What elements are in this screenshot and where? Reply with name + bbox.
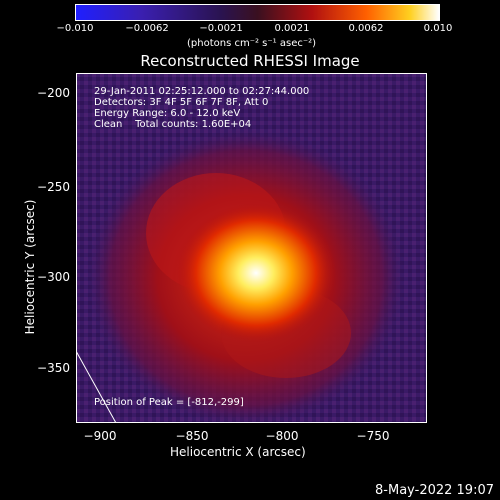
- info-detectors: Detectors: 3F 4F 5F 6F 7F 8F, Att 0: [94, 97, 269, 108]
- y-tick-label: −350: [37, 361, 70, 375]
- colorbar: [75, 4, 440, 21]
- x-tick-label: −750: [356, 429, 390, 443]
- colorbar-tick: −0.0021: [199, 23, 243, 34]
- x-axis-label: Heliocentric X (arcsec): [170, 445, 306, 459]
- colorbar-tick: 0.0062: [348, 23, 384, 34]
- peak-position-label: Position of Peak = [-812,-299]: [94, 397, 244, 408]
- colorbar-units: (photons cm⁻² s⁻¹ asec⁻²): [187, 38, 317, 49]
- x-tick-label: −900: [83, 429, 117, 443]
- rhessi-image-heatmap: [76, 73, 427, 423]
- y-tick-label: −200: [37, 86, 70, 100]
- timestamp-footer: 8-May-2022 19:07: [375, 483, 494, 498]
- emission-peak: [176, 203, 336, 343]
- info-clean-counts: Clean Total counts: 1.60E+04: [94, 119, 252, 130]
- y-tick-label: −250: [37, 180, 70, 194]
- x-tick-label: −800: [265, 429, 299, 443]
- info-time-range: 29-Jan-2011 02:25:12.000 to 02:27:44.000: [94, 86, 310, 97]
- colorbar-tick: 0.010: [423, 23, 453, 34]
- colorbar-tick: 0.0021: [274, 23, 310, 34]
- info-energy-range: Energy Range: 6.0 - 12.0 keV: [94, 108, 241, 119]
- y-axis-label: Heliocentric Y (arcsec): [23, 199, 37, 335]
- colorbar-tick: −0.0062: [125, 23, 169, 34]
- plot-title: Reconstructed RHESSI Image: [140, 52, 360, 70]
- y-tick-label: −300: [37, 270, 70, 284]
- x-tick-label: −850: [175, 429, 209, 443]
- colorbar-tick: −0.010: [56, 23, 94, 34]
